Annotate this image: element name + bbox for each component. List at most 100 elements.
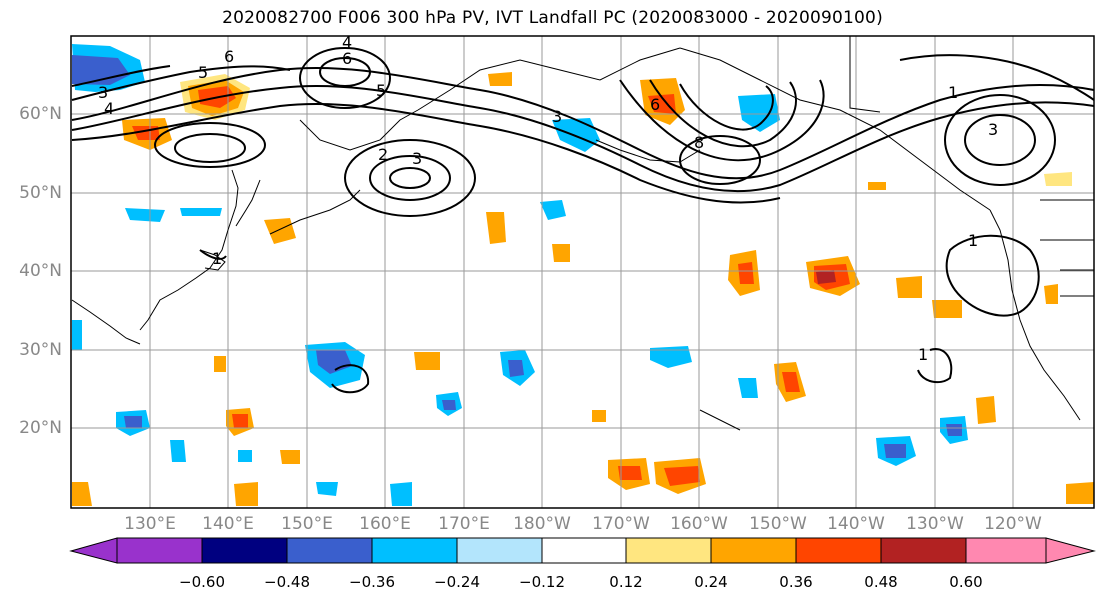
anomaly-positive	[552, 244, 570, 262]
anomaly-positive	[976, 396, 996, 424]
contour-label: 6	[650, 95, 660, 114]
gridlines	[71, 36, 1094, 508]
contour-label: 3	[98, 83, 108, 102]
colorbar-tick-label: −0.24	[434, 573, 480, 591]
contour-label: 5	[198, 63, 208, 82]
anomaly-positive	[618, 466, 642, 480]
lon-label-180w: 180°W	[513, 514, 571, 534]
anomaly-positive	[1044, 284, 1058, 304]
lon-label-150w: 150°W	[749, 514, 807, 534]
anomaly-positive	[816, 270, 836, 284]
chart-title: 2020082700 F006 300 hPa PV, IVT Landfall…	[222, 8, 883, 28]
anomaly-positive	[72, 482, 92, 506]
contour-label: 2	[378, 145, 388, 164]
anomaly-negative	[884, 444, 906, 458]
anomaly-positive	[488, 72, 512, 86]
contour-label: 6	[342, 49, 352, 68]
anomaly-positive	[486, 212, 506, 244]
lon-label-140w: 140°W	[827, 514, 885, 534]
colorbar-tick-label: −0.36	[349, 573, 395, 591]
contour-label: 6	[224, 47, 234, 66]
colorbar-segment	[795, 537, 882, 564]
lat-label-40n: 40°N	[19, 261, 62, 281]
colorbar-segment	[710, 537, 797, 564]
colorbar-tick-label: 0.12	[609, 573, 643, 591]
anomaly-positive	[738, 262, 754, 284]
anomaly-positive	[1066, 482, 1094, 504]
lon-label-120w: 120°W	[984, 514, 1042, 534]
lat-label-30n: 30°N	[19, 340, 62, 360]
lon-label-130w: 130°W	[906, 514, 964, 534]
anomaly-negative	[238, 450, 252, 462]
colorbar-tick-label: 0.60	[949, 573, 983, 591]
anomaly-positive	[1044, 172, 1072, 186]
contour-label: 3	[988, 120, 998, 139]
map-frame	[70, 35, 1095, 509]
colorbar-segment	[625, 537, 712, 564]
lon-label-170w: 170°W	[592, 514, 650, 534]
anomaly-negative	[125, 208, 165, 222]
anomaly-negative	[316, 482, 338, 496]
anomaly-positive	[264, 218, 296, 244]
lon-label-170e: 170°E	[438, 514, 490, 534]
lon-label-130e: 130°E	[124, 514, 176, 534]
anomaly-positive	[868, 182, 886, 190]
contour-label: 4	[104, 99, 114, 118]
colorbar-segment	[116, 537, 203, 564]
lat-label-50n: 50°N	[19, 183, 62, 203]
anomaly-negative	[442, 400, 456, 410]
anomaly-negative	[650, 346, 692, 368]
anomaly-negative	[180, 208, 222, 216]
shaded-anomalies	[72, 44, 1094, 506]
anomaly-positive	[234, 482, 258, 506]
anomaly-negative	[124, 416, 142, 428]
contour-label: 1	[948, 83, 958, 102]
contour-label: 3	[552, 107, 562, 126]
colorbar-segment	[371, 537, 458, 564]
anomaly-negative	[738, 94, 780, 132]
anomaly-positive	[414, 352, 440, 370]
colorbar-segment	[965, 537, 1047, 564]
colorbar-segment	[286, 537, 373, 564]
anomaly-negative	[508, 360, 524, 377]
colorbar-tick-label: 0.48	[864, 573, 898, 591]
colorbar-segment	[201, 537, 288, 564]
anomaly-negative	[72, 320, 82, 350]
anomaly-negative	[316, 350, 352, 374]
anomaly-positive	[664, 466, 700, 486]
contour-label: 8	[694, 133, 704, 152]
colorbar-extend-high	[1045, 537, 1096, 564]
lon-label-140e: 140°E	[202, 514, 254, 534]
anomaly-positive	[214, 356, 226, 372]
colorbar-tick-label: −0.12	[519, 573, 565, 591]
contour-label: 1	[918, 345, 928, 364]
anomaly-negative	[72, 55, 130, 85]
anomaly-positive	[782, 372, 800, 392]
anomaly-negative	[946, 424, 962, 436]
lon-label-160w: 160°W	[670, 514, 728, 534]
colorbar-tick-label: −0.48	[264, 573, 310, 591]
colorbar-tick-label: 0.36	[779, 573, 813, 591]
contour-label: 1	[212, 249, 222, 268]
contour-label: 1	[968, 231, 978, 250]
anomaly-positive	[280, 450, 300, 464]
lon-label-150e: 150°E	[281, 514, 333, 534]
anomaly-positive	[932, 300, 962, 318]
anomaly-positive	[592, 410, 606, 422]
pv-contours	[71, 47, 1095, 394]
anomaly-negative	[738, 378, 758, 398]
colorbar-tick-label: −0.60	[179, 573, 225, 591]
lon-label-160e: 160°E	[359, 514, 411, 534]
colorbar-segment	[880, 537, 967, 564]
contour-label: 3	[412, 149, 422, 168]
anomaly-positive	[232, 414, 248, 428]
anomaly-negative	[390, 482, 412, 506]
anomaly-negative	[552, 118, 600, 152]
contour-labels: 3 4 5 6 4 6 5 2 3 3 6 8 1 3 1 1 1	[98, 33, 998, 364]
contour-label: 5	[376, 81, 386, 100]
colorbar	[69, 537, 1096, 564]
anomaly-positive	[648, 94, 676, 114]
colorbar-tick-label: 0.24	[694, 573, 728, 591]
anomaly-negative	[540, 200, 566, 220]
